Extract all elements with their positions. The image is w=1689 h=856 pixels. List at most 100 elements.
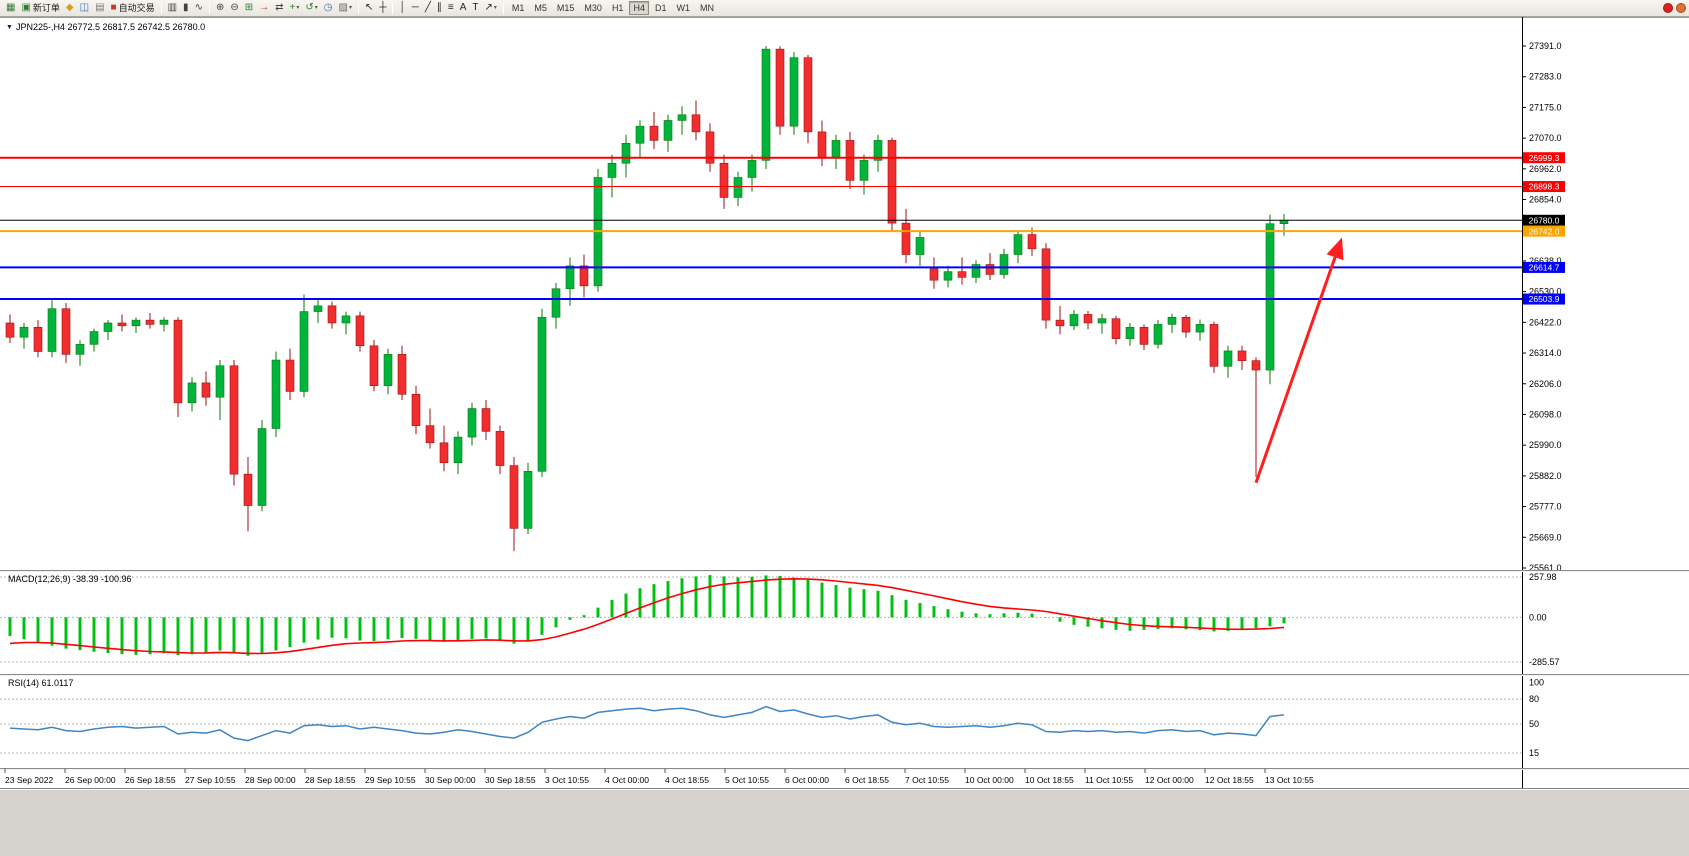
timeframe-button-m1[interactable]: M1 — [511, 3, 525, 13]
svg-text:26780.0: 26780.0 — [1529, 215, 1560, 225]
dropdown-arrow-icon: ▾ — [348, 5, 352, 11]
timeframe-button-d1[interactable]: D1 — [654, 3, 667, 13]
svg-text:4 Oct 00:00: 4 Oct 00:00 — [605, 775, 649, 785]
market-watch-button[interactable]: ◫ — [77, 1, 92, 16]
new-window-icon: + — [289, 2, 296, 13]
toolbar-separator — [392, 2, 394, 14]
svg-text:27070.0: 27070.0 — [1529, 133, 1562, 143]
svg-text:6 Oct 18:55: 6 Oct 18:55 — [845, 775, 889, 785]
rsi-indicator-label: RSI(14) 61.0117 — [8, 678, 74, 688]
timeframe-button-h1[interactable]: H1 — [611, 3, 624, 13]
dropdown-arrow-icon: ▾ — [296, 5, 300, 11]
label-button[interactable]: T — [469, 1, 481, 16]
channel-icon: ∥ — [436, 2, 442, 13]
new-order-button-label: 新订单 — [32, 3, 60, 13]
channel-button[interactable]: ∥ — [434, 1, 445, 16]
svg-text:26206.0: 26206.0 — [1529, 379, 1562, 389]
svg-text:26314.0: 26314.0 — [1529, 348, 1562, 358]
vertical-line-icon: │ — [399, 2, 406, 13]
candlestick-chart-button[interactable]: ▮ — [180, 1, 192, 16]
line-chart-button[interactable]: ∿ — [192, 1, 206, 16]
collapse-ohlc-icon[interactable]: ▼ — [6, 23, 13, 31]
price-axis[interactable]: 27391.0 27283.0 27175.0 27070.0 26962.0 26854… — [1522, 41, 1562, 573]
level-lines[interactable] — [0, 156, 1522, 301]
timeframe-button-w1[interactable]: W1 — [676, 3, 690, 13]
svg-text:6 Oct 00:00: 6 Oct 00:00 — [785, 775, 829, 785]
market-watch-icon: ◫ — [79, 2, 90, 13]
svg-text:0.00: 0.00 — [1529, 612, 1547, 622]
svg-text:26530.0: 26530.0 — [1529, 287, 1562, 297]
svg-text:100: 100 — [1529, 678, 1544, 688]
timeframe-button-m15[interactable]: M15 — [556, 3, 575, 13]
fibonacci-icon: ≡ — [447, 2, 454, 13]
new-order-button[interactable]: ▣ 新订单 — [18, 1, 62, 16]
svg-text:10 Oct 00:00: 10 Oct 00:00 — [965, 775, 1014, 785]
trendline-button[interactable]: ╱ — [422, 1, 434, 16]
templates-button[interactable]: ▨ ▾ — [336, 1, 355, 16]
price-level-badge: 26503.9 — [1523, 293, 1565, 305]
zoom-out-button[interactable]: ⊖ — [227, 1, 241, 16]
crosshair-button[interactable]: ┼ — [376, 1, 389, 16]
timeframe-button-mn[interactable]: MN — [699, 3, 714, 13]
auto-trading-button-label: 自动交易 — [118, 3, 155, 13]
arrows-button[interactable]: ↗ ▾ — [481, 1, 499, 16]
main-toolbar: ▦ ▣ 新订单 ◆ ◫ ▤ ■ 自动交易 ▥ ▮ ∿ ⊕ ⊖ ⊞ → ⇄ + ▾ ↺ ▾ ◷ ▨ ▾ ↖ ┼ │ ─ ╱ ∥ ≡ A T ↗ ▾ M… — [0, 0, 1689, 17]
chart-title: JPN225-,H4 26772.5 26817.5 26742.5 26780… — [15, 22, 206, 32]
tile-windows-icon: ⊞ — [244, 2, 254, 13]
horizontal-line-button[interactable]: ─ — [409, 1, 422, 16]
notification-icon[interactable] — [1676, 3, 1686, 13]
timeframe-button-h4[interactable]: H4 — [629, 1, 649, 15]
chart-shift-button[interactable]: ⇄ — [272, 1, 286, 16]
trend-arrow[interactable] — [1254, 237, 1344, 484]
chart-shift-icon: ⇄ — [275, 2, 284, 13]
svg-text:26614.7: 26614.7 — [1529, 263, 1560, 273]
timeframe-button-m30[interactable]: M30 — [584, 3, 602, 13]
svg-text:-285.57: -285.57 — [1529, 657, 1560, 667]
bar-chart-button[interactable]: ▥ — [165, 1, 180, 16]
toolbar-separator — [208, 2, 210, 14]
new-window-button[interactable]: + ▾ — [287, 1, 303, 16]
svg-text:25882.0: 25882.0 — [1529, 471, 1562, 481]
zoom-in-button[interactable]: ⊕ — [213, 1, 227, 16]
zoom-in-icon: ⊕ — [215, 2, 225, 13]
timeframe-button-m5[interactable]: M5 — [534, 3, 547, 13]
auto-scroll-button[interactable]: → — [256, 1, 272, 16]
cursor-button[interactable]: ↖ — [362, 1, 376, 16]
period-clock-button[interactable]: ◷ — [321, 1, 336, 16]
svg-text:26999.3: 26999.3 — [1529, 153, 1560, 163]
svg-text:80: 80 — [1529, 694, 1539, 704]
auto-trading-button[interactable]: ■ 自动交易 — [108, 1, 158, 16]
notification-icon[interactable] — [1663, 3, 1673, 13]
svg-text:27 Sep 10:55: 27 Sep 10:55 — [185, 775, 236, 785]
vertical-line-button[interactable]: │ — [396, 1, 408, 16]
new-chart-button[interactable]: ▦ — [3, 1, 18, 16]
bar-chart-icon: ▥ — [167, 2, 178, 13]
chart-canvas[interactable]: 27391.0 27283.0 27175.0 27070.0 26962.0 26854… — [0, 0, 1689, 790]
svg-text:25990.0: 25990.0 — [1529, 440, 1562, 450]
fibonacci-button[interactable]: ≡ — [445, 1, 457, 16]
alerts-button[interactable]: ◆ — [63, 1, 77, 16]
price-level-badge: 26742.0 — [1523, 225, 1565, 237]
svg-text:7 Oct 10:55: 7 Oct 10:55 — [905, 775, 949, 785]
macd-indicator-label: MACD(12,26,9) -38.39 -100.96 — [8, 574, 132, 584]
svg-text:26503.9: 26503.9 — [1529, 294, 1560, 304]
label-icon: T — [472, 2, 479, 13]
rsi-line — [9, 705, 1285, 742]
svg-text:26638.0: 26638.0 — [1529, 256, 1562, 266]
dropdown-arrow-icon: ▾ — [493, 5, 497, 11]
refresh-button[interactable]: ↺ ▾ — [302, 1, 320, 16]
svg-text:26 Sep 00:00: 26 Sep 00:00 — [65, 775, 116, 785]
svg-text:27283.0: 27283.0 — [1529, 72, 1562, 82]
dropdown-arrow-icon: ▾ — [314, 5, 318, 11]
time-axis[interactable]: 23 Sep 2022 26 Sep 00:00 26 Sep 18:55 27 Se… — [4, 768, 1314, 786]
macd-panel: 257.98 0.00 -285.57 — [0, 572, 1560, 667]
text-button[interactable]: A — [457, 1, 470, 16]
svg-text:30 Sep 18:55: 30 Sep 18:55 — [485, 775, 536, 785]
new-chart-icon: ▦ — [6, 2, 16, 13]
svg-text:26854.0: 26854.0 — [1529, 195, 1562, 205]
crosshair-icon: ┼ — [379, 2, 387, 13]
zoom-out-icon: ⊖ — [230, 2, 239, 13]
data-window-button[interactable]: ▤ — [92, 1, 107, 16]
svg-text:26 Sep 18:55: 26 Sep 18:55 — [125, 775, 176, 785]
tile-windows-button[interactable]: ⊞ — [242, 1, 256, 16]
